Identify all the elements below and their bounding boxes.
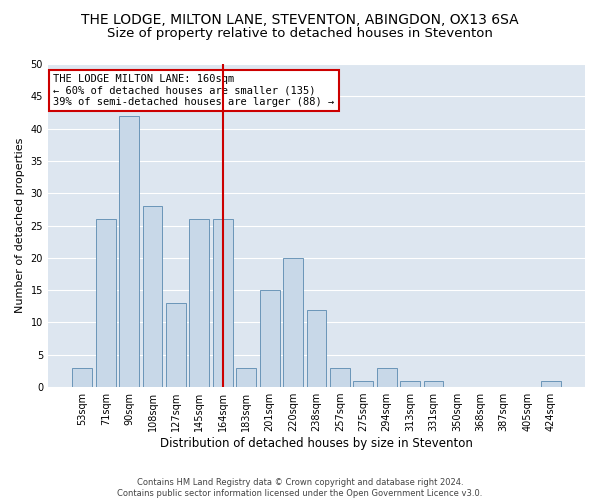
- Bar: [260, 290, 280, 387]
- Text: THE LODGE MILTON LANE: 160sqm
← 60% of detached houses are smaller (135)
39% of : THE LODGE MILTON LANE: 160sqm ← 60% of d…: [53, 74, 335, 107]
- Bar: [190, 219, 209, 387]
- Bar: [424, 380, 443, 387]
- Bar: [236, 368, 256, 387]
- Bar: [377, 368, 397, 387]
- Bar: [307, 310, 326, 387]
- Bar: [330, 368, 350, 387]
- Bar: [541, 380, 560, 387]
- X-axis label: Distribution of detached houses by size in Steventon: Distribution of detached houses by size …: [160, 437, 473, 450]
- Bar: [400, 380, 420, 387]
- Text: Size of property relative to detached houses in Steventon: Size of property relative to detached ho…: [107, 28, 493, 40]
- Bar: [96, 219, 116, 387]
- Y-axis label: Number of detached properties: Number of detached properties: [15, 138, 25, 313]
- Bar: [143, 206, 163, 387]
- Bar: [353, 380, 373, 387]
- Bar: [119, 116, 139, 387]
- Text: THE LODGE, MILTON LANE, STEVENTON, ABINGDON, OX13 6SA: THE LODGE, MILTON LANE, STEVENTON, ABING…: [81, 12, 519, 26]
- Bar: [213, 219, 233, 387]
- Bar: [166, 303, 186, 387]
- Bar: [73, 368, 92, 387]
- Text: Contains HM Land Registry data © Crown copyright and database right 2024.
Contai: Contains HM Land Registry data © Crown c…: [118, 478, 482, 498]
- Bar: [283, 258, 303, 387]
